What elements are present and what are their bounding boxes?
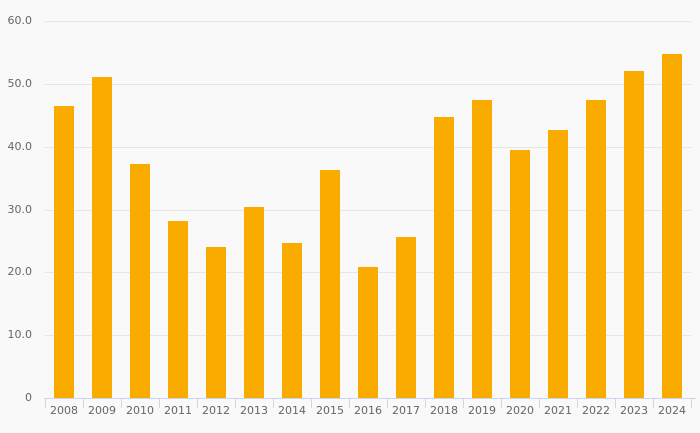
bar-2020[interactable] xyxy=(510,150,530,398)
x-tick-4 xyxy=(196,398,198,408)
y-tick-label-60: 60.0 xyxy=(7,14,33,27)
x-tick-label-2024: 2024 xyxy=(658,404,686,417)
x-tick-label-2019: 2019 xyxy=(468,404,496,417)
x-tick-label-2014: 2014 xyxy=(278,404,306,417)
x-tick-label-2009: 2009 xyxy=(88,404,116,417)
bar-column-2023 xyxy=(615,21,653,398)
bar-column-2017 xyxy=(387,21,425,398)
y-tick-label-50: 50.0 xyxy=(7,76,33,90)
bar-2015[interactable] xyxy=(320,169,340,398)
bar-2019[interactable] xyxy=(472,100,492,398)
bar-2009[interactable] xyxy=(92,76,112,398)
bar-2024[interactable] xyxy=(662,53,682,398)
bar-column-2020 xyxy=(501,21,539,398)
x-tick-label-2010: 2010 xyxy=(126,404,154,417)
x-tick-8 xyxy=(348,398,350,408)
x-tick-label-2022: 2022 xyxy=(582,404,610,417)
gridline-y-30 xyxy=(45,209,691,211)
bar-column-2011 xyxy=(159,21,197,398)
x-tick-14 xyxy=(576,398,578,408)
gridline-y-40 xyxy=(45,146,691,148)
y-axis-labels: 0 10.0 20.0 30.0 40.0 50.0 60.0 xyxy=(0,0,33,433)
x-tick-0 xyxy=(44,398,46,408)
y-tick-label-40: 40.0 xyxy=(7,139,33,153)
y-tick-label-20: 20.0 xyxy=(7,265,33,279)
x-tick-13 xyxy=(538,398,540,408)
x-tick-15 xyxy=(614,398,616,408)
bar-2014[interactable] xyxy=(282,243,302,398)
bar-2010[interactable] xyxy=(130,163,150,398)
bar-series xyxy=(45,21,691,398)
plot-area xyxy=(45,21,691,398)
x-axis-labels: 2008 2009 2010 2011 2012 2013 2014 2015 2016 2017… xyxy=(45,404,691,418)
x-tick-10 xyxy=(424,398,426,408)
x-tick-label-2015: 2015 xyxy=(316,404,344,417)
x-tick-label-2012: 2012 xyxy=(202,404,230,417)
bar-column-2014 xyxy=(273,21,311,398)
x-tick-16 xyxy=(652,398,654,408)
x-tick-11 xyxy=(462,398,464,408)
x-tick-label-2016: 2016 xyxy=(354,404,382,417)
bar-column-2016 xyxy=(349,21,387,398)
bar-column-2024 xyxy=(653,21,691,398)
bar-column-2019 xyxy=(463,21,501,398)
x-tick-label-2020: 2020 xyxy=(506,404,534,417)
x-tick-6 xyxy=(272,398,274,408)
x-tick-label-2013: 2013 xyxy=(240,404,268,417)
bar-column-2009 xyxy=(83,21,121,398)
x-tick-12 xyxy=(500,398,502,408)
bar-2013[interactable] xyxy=(244,207,264,398)
bar-2022[interactable] xyxy=(586,99,606,398)
y-tick-label-10: 10.0 xyxy=(7,328,33,342)
x-tick-1 xyxy=(82,398,84,408)
bar-column-2012 xyxy=(197,21,235,398)
x-axis-line xyxy=(44,398,696,399)
bar-column-2018 xyxy=(425,21,463,398)
x-tick-9 xyxy=(386,398,388,408)
bar-column-2015 xyxy=(311,21,349,398)
bar-2011[interactable] xyxy=(168,221,188,398)
x-tick-label-2011: 2011 xyxy=(164,404,192,417)
x-tick-label-2017: 2017 xyxy=(392,404,420,417)
bar-2018[interactable] xyxy=(434,116,454,398)
bar-2021[interactable] xyxy=(548,130,568,398)
bar-2016[interactable] xyxy=(358,266,378,398)
gridline-y-60 xyxy=(45,21,691,22)
x-tick-5 xyxy=(234,398,236,408)
bar-column-2022 xyxy=(577,21,615,398)
bar-2012[interactable] xyxy=(206,246,226,398)
bar-column-2013 xyxy=(235,21,273,398)
bar-2008[interactable] xyxy=(54,105,74,398)
x-tick-3 xyxy=(158,398,160,408)
bar-column-2008 xyxy=(45,21,83,398)
bar-column-2021 xyxy=(539,21,577,398)
y-tick-label-30: 30.0 xyxy=(7,202,33,216)
y-tick-label-0: 0 xyxy=(25,391,32,404)
x-tick-label-2008: 2008 xyxy=(50,404,78,417)
x-tick-2 xyxy=(120,398,122,408)
x-tick-label-2018: 2018 xyxy=(430,404,458,417)
x-tick-label-2021: 2021 xyxy=(544,404,572,417)
gridline-y-50 xyxy=(45,83,691,85)
x-tick-7 xyxy=(310,398,312,408)
bar-2017[interactable] xyxy=(396,236,416,398)
bar-2023[interactable] xyxy=(624,71,644,398)
bar-column-2010 xyxy=(121,21,159,398)
x-tick-label-2023: 2023 xyxy=(620,404,648,417)
x-tick-17 xyxy=(690,398,692,408)
